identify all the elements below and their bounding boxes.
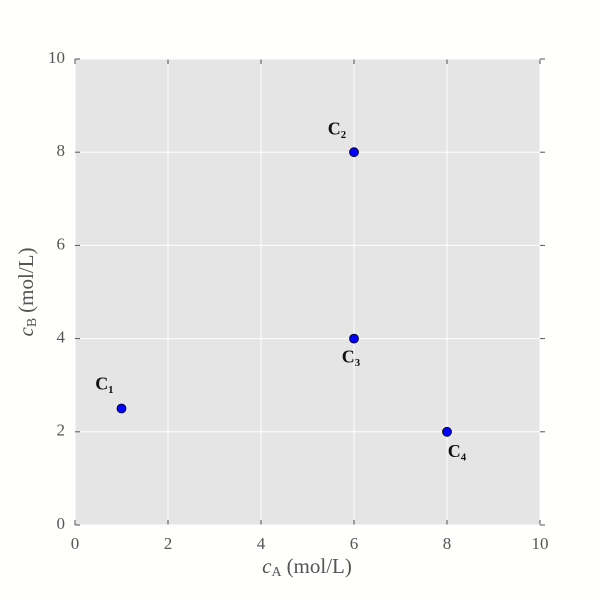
y-tick-label: 8 — [57, 141, 66, 160]
y-tick-label: 2 — [57, 421, 66, 440]
y-sub: B — [25, 318, 40, 327]
x-unit: (mol/L) — [287, 554, 352, 578]
y-tick-label: 0 — [57, 514, 66, 533]
point-label: C₄ — [448, 441, 467, 461]
y-tick-label: 6 — [57, 234, 66, 253]
x-symbol: c — [262, 554, 272, 578]
x-axis-label: cA (mol/L) — [262, 554, 352, 580]
x-tick-label: 6 — [350, 534, 359, 553]
point-label: C₃ — [342, 347, 361, 367]
x-tick-label: 8 — [443, 534, 452, 553]
x-tick-label: 2 — [164, 534, 173, 553]
x-sub: A — [271, 565, 282, 580]
x-tick-label: 0 — [71, 534, 80, 553]
point — [349, 147, 359, 158]
y-tick-label: 4 — [57, 328, 66, 347]
y-tick-label: 10 — [48, 48, 65, 67]
point-label: C₂ — [328, 118, 346, 138]
y-symbol: c — [14, 327, 38, 337]
x-tick-label: 4 — [257, 534, 266, 553]
x-tick-label: 10 — [532, 534, 549, 553]
y-unit: (mol/L) — [14, 248, 38, 313]
plot-area — [75, 59, 540, 525]
point — [349, 333, 359, 344]
point — [442, 426, 452, 437]
point-label: C₁ — [95, 374, 113, 394]
y-axis-label: cB (mol/L) — [14, 248, 40, 337]
point — [116, 403, 127, 414]
